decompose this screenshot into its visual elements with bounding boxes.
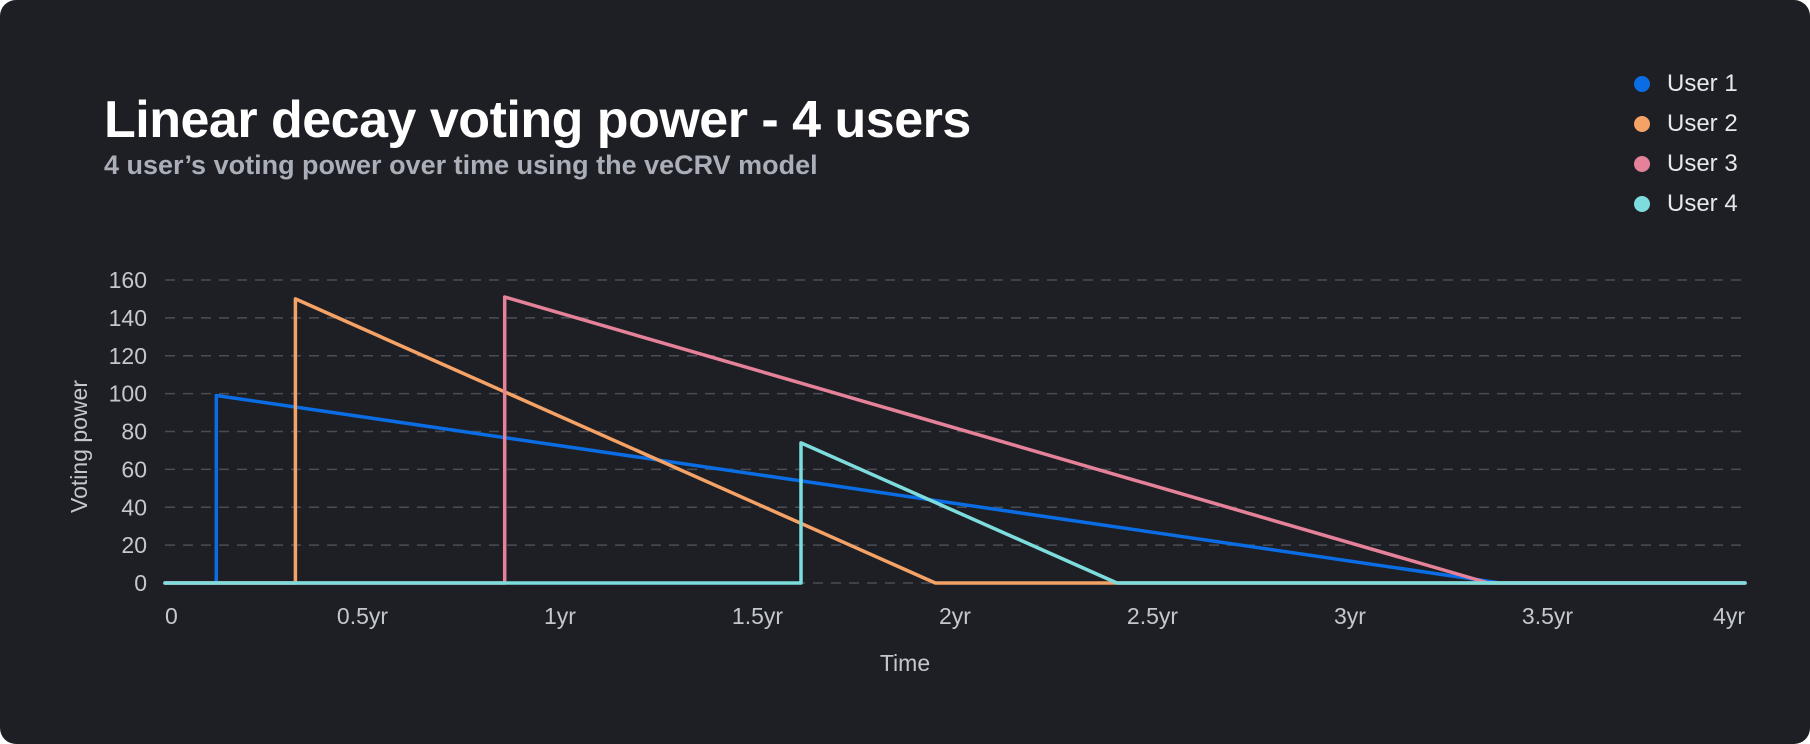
chart-title: Linear decay voting power - 4 users xyxy=(104,91,971,149)
y-tick-label: 100 xyxy=(109,381,147,407)
series-line-user-4 xyxy=(163,441,1747,585)
chart-legend: User 1 User 2 User 3 User 4 xyxy=(1634,64,1738,224)
chart-subtitle: 4 user’s voting power over time using th… xyxy=(104,150,818,180)
y-tick-label: 160 xyxy=(109,267,147,293)
y-tick-label: 0 xyxy=(134,570,147,596)
y-tick-label: 40 xyxy=(121,494,147,520)
legend-item-user-1: User 1 xyxy=(1634,64,1738,104)
legend-label-user-1: User 1 xyxy=(1667,70,1738,97)
legend-marker-user-1 xyxy=(1634,76,1650,92)
series-lines xyxy=(163,295,1747,585)
y-tick-label: 20 xyxy=(121,532,147,558)
legend-label-user-3: User 3 xyxy=(1667,150,1738,177)
y-tick-label: 80 xyxy=(121,419,147,445)
x-axis-ticks: 0 0.5yr 1yr 1.5yr 2yr 2.5yr 3yr 3.5yr 4yr xyxy=(165,603,1745,629)
legend-marker-user-2 xyxy=(1634,116,1650,132)
y-tick-label: 120 xyxy=(109,343,147,369)
x-tick-label: 3yr xyxy=(1334,603,1366,629)
legend-item-user-2: User 2 xyxy=(1634,104,1738,144)
x-tick-label: 2yr xyxy=(939,603,971,629)
y-axis-label: Voting power xyxy=(66,380,92,513)
x-tick-label: 0.5yr xyxy=(337,603,388,629)
legend-label-user-4: User 4 xyxy=(1667,190,1738,217)
legend-marker-user-3 xyxy=(1634,156,1650,172)
y-tick-label: 60 xyxy=(121,456,147,482)
legend-item-user-4: User 4 xyxy=(1634,184,1738,224)
legend-marker-user-4 xyxy=(1634,196,1650,212)
y-axis-ticks: 0 20 40 60 80 100 120 140 160 xyxy=(109,267,147,596)
y-tick-label: 140 xyxy=(109,305,147,331)
x-tick-label: 3.5yr xyxy=(1522,603,1573,629)
x-tick-label: 4yr xyxy=(1713,603,1745,629)
gridlines xyxy=(165,279,1745,584)
legend-label-user-2: User 2 xyxy=(1667,110,1738,137)
legend-item-user-3: User 3 xyxy=(1634,144,1738,184)
series-line-user-1 xyxy=(163,393,1747,585)
x-axis-label: Time xyxy=(880,650,930,676)
x-tick-label: 1yr xyxy=(544,603,576,629)
series-line-user-3 xyxy=(163,295,1747,585)
x-tick-label: 0 xyxy=(165,603,178,629)
series-line-user-2 xyxy=(163,297,1747,585)
x-tick-label: 2.5yr xyxy=(1127,603,1178,629)
x-tick-label: 1.5yr xyxy=(732,603,783,629)
